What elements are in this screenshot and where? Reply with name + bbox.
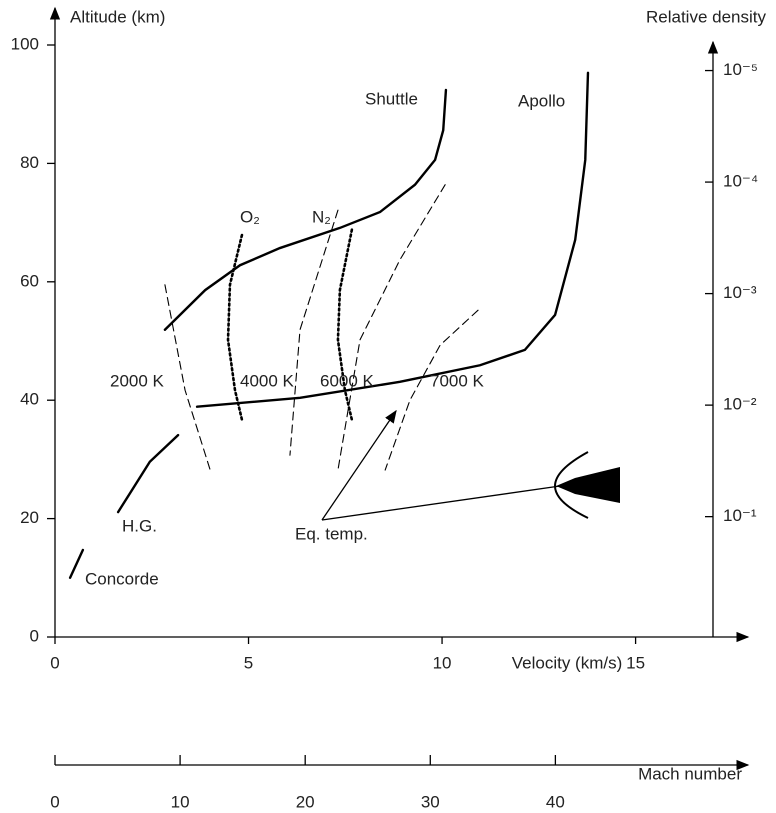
- x-axis-label: Velocity (km/s): [512, 653, 623, 672]
- y2-tick-label: 10⁻¹: [723, 506, 757, 525]
- annotation-arrow: [321, 409, 397, 521]
- y2-tick-label: 10⁻³: [723, 283, 757, 302]
- x2-tick-label: 40: [546, 792, 565, 811]
- line-dashed: [164, 284, 211, 471]
- x-tick-label: 0: [50, 653, 59, 672]
- vehicle-icon: [553, 451, 620, 519]
- series-label: Apollo: [518, 91, 565, 110]
- x-tick-label: 5: [244, 653, 253, 672]
- y2-tick-label: 10⁻²: [723, 395, 757, 414]
- series-label: 4000 K: [240, 371, 295, 390]
- y-tick-label: 80: [20, 153, 39, 172]
- series-label: 2000 K: [110, 371, 165, 390]
- y-tick-label: 0: [30, 626, 39, 645]
- line-solid: [68, 548, 85, 579]
- y-tick-label: 100: [11, 34, 39, 53]
- annotation: Eq. temp.: [295, 524, 368, 543]
- y-tick-label: 40: [20, 390, 39, 409]
- series-label: 7000 K: [430, 371, 485, 390]
- y-axis-label: Altitude (km): [70, 7, 165, 26]
- line-solid: [195, 71, 590, 408]
- y-tick-label: 60: [20, 271, 39, 290]
- y2-tick-label: 10⁻⁵: [723, 60, 758, 79]
- x-tick-label: 10: [433, 653, 452, 672]
- line-solid: [163, 88, 448, 331]
- x2-tick-label: 10: [171, 792, 190, 811]
- series-label: Concorde: [85, 569, 159, 588]
- line-dashed: [384, 309, 479, 471]
- series-label: N₂: [312, 207, 331, 226]
- annotation-arrow: [321, 485, 561, 521]
- y2-tick-label: 10⁻⁴: [723, 172, 758, 191]
- x2-tick-label: 30: [421, 792, 440, 811]
- series-label: 6000 K: [320, 371, 375, 390]
- series-label: H.G.: [122, 516, 157, 535]
- x2-tick-label: 20: [296, 792, 315, 811]
- line-dotted: [336, 228, 354, 422]
- line-dashed: [289, 209, 339, 456]
- line-dashed: [337, 184, 446, 471]
- series-label: Shuttle: [365, 89, 418, 108]
- line-solid: [116, 433, 180, 514]
- y-tick-label: 20: [20, 508, 39, 527]
- x-tick-label: 15: [626, 653, 645, 672]
- series-label: O₂: [240, 207, 260, 226]
- line-dotted: [226, 233, 244, 422]
- x2-axis-label: Mach number: [638, 764, 742, 783]
- y2-axis-label: Relative density: [646, 7, 767, 26]
- x2-tick-label: 0: [50, 792, 59, 811]
